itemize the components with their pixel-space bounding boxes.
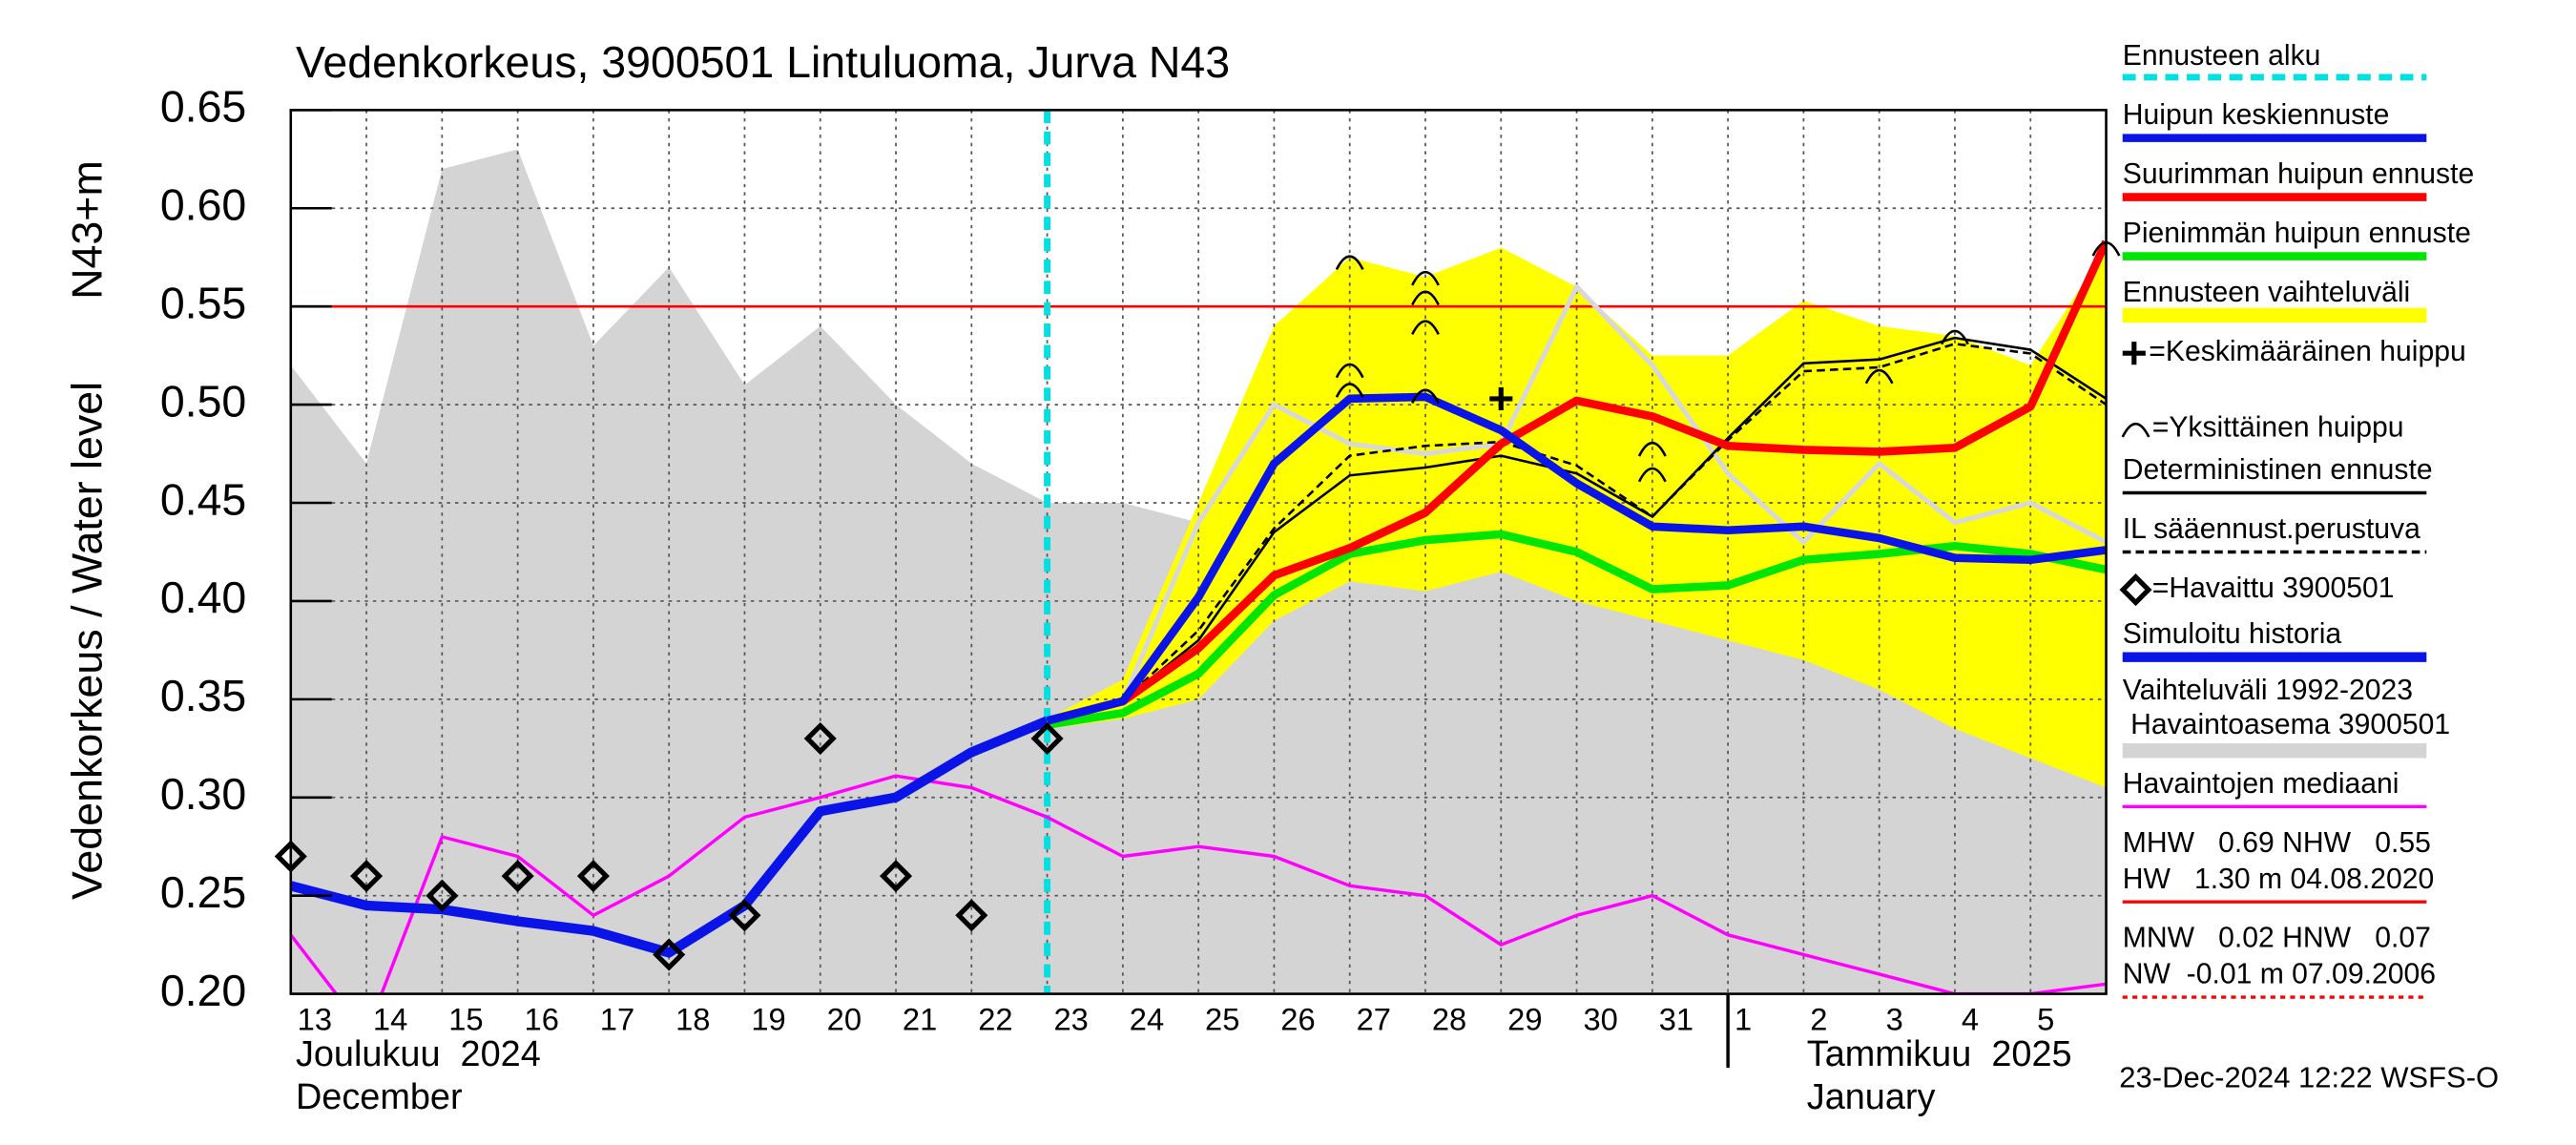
chart-title: Vedenkorkeus, 3900501 Lintuluoma, Jurva … [296,37,1230,87]
y-unit-label: N43+m [64,160,112,300]
legend-label: MNW 0.02 HNW 0.07 [2123,923,2431,954]
legend-label: =Havaittu 3900501 [2152,572,2395,604]
x-tick-label: 2 [1810,1002,1827,1037]
x-tick-label: 24 [1130,1002,1164,1037]
observed-marker [879,860,913,893]
x-tick-label: 22 [978,1002,1012,1037]
legend-label: Deterministinen ennuste [2123,454,2433,486]
month-label: Tammikuu 2025 [1807,1034,2072,1074]
legend-label: Suurimman huipun ennuste [2123,158,2474,190]
x-tick-label: 30 [1583,1002,1617,1037]
observed-marker [803,721,837,756]
observed-marker [426,879,459,912]
observed-marker [653,938,686,971]
peak-marker [1335,363,1364,379]
x-tick-label: 20 [827,1002,862,1037]
legend-label: IL sääennust.perustuva [2123,513,2420,545]
peak-marker [1411,388,1440,405]
x-tick-label: 19 [751,1002,785,1037]
peak-marker [1637,467,1667,483]
x-tick-label: 17 [600,1002,634,1037]
x-tick-label: 13 [298,1002,332,1037]
observed-marker [2119,573,2152,607]
peak-marker [1941,329,1969,345]
series-line [1046,239,2107,725]
legend-label: MHW 0.69 NHW 0.55 [2123,827,2431,859]
x-tick-label: 27 [1357,1002,1391,1037]
y-tick-label: 0.35 [160,671,246,720]
peak-marker [1411,270,1440,286]
legend-label: Ennusteen vaihteluväli [2123,277,2410,308]
observed-marker [576,860,610,893]
plot-frame [289,109,2108,995]
legend-label: Simuloitu historia [2123,618,2342,650]
footer: 23-Dec-2024 12:22 WSFS-O [2119,1060,2499,1093]
y-tick-label: 0.65 [160,82,246,132]
legend-label: Havaintoasema 3900501 [2123,709,2450,740]
x-tick-label: 26 [1280,1002,1315,1037]
y-tick-label: 0.55 [160,278,246,327]
series-line [1046,392,2107,725]
peak-marker [2121,422,2150,438]
observed-marker [728,899,761,932]
x-tick-label: 5 [2037,1002,2054,1037]
legend-label: NW -0.01 m 07.09.2006 [2123,959,2436,990]
month-label-en: January [1807,1077,1936,1117]
legend-label: Havaintojen mediaani [2123,768,2399,800]
series-line [290,716,1049,958]
y-tick-label: 0.60 [160,180,246,230]
y-tick-label: 0.40 [160,572,246,622]
series-line [1047,336,2107,722]
y-tick-label: 0.20 [160,966,246,1015]
y-tick-label: 0.25 [160,867,246,917]
observed-marker [350,860,384,893]
series-line [1047,343,2107,722]
legend-label: Ennusteen alku [2123,40,2321,72]
mean-peak-marker [2122,342,2146,365]
x-tick-label: 31 [1659,1002,1693,1037]
x-tick-label: 28 [1432,1002,1466,1037]
x-tick-label: 1 [1735,1002,1752,1037]
legend-label: HW 1.30 m 04.08.2020 [2123,864,2435,895]
x-tick-label: 15 [448,1002,483,1037]
observed-marker [501,860,534,893]
mean-peak-marker [1489,386,1513,410]
peak-marker [1335,383,1364,398]
x-tick-label: 21 [903,1002,937,1037]
x-tick-label: 4 [1962,1002,1979,1037]
y-tick-label: 0.50 [160,376,246,426]
x-tick-label: 3 [1886,1002,1903,1037]
legend-label: Vaihteluväli 1992-2023 [2123,675,2413,706]
plot-area [290,110,2107,994]
peak-marker [1411,320,1440,335]
series-line [1120,284,2107,702]
x-tick-label: 25 [1205,1002,1239,1037]
peak-marker [1335,255,1364,271]
month-label: Joulukuu 2024 [296,1034,541,1074]
peak-marker [1411,290,1440,306]
month-label-en: December [296,1077,463,1117]
overlay [274,109,2121,995]
x-tick-label: 29 [1507,1002,1542,1037]
observed-marker [955,899,988,932]
x-tick-label: 16 [525,1002,559,1037]
observed-marker [274,840,307,873]
legend-label: =Yksittäinen huippu [2152,411,2404,443]
x-tick-label: 23 [1053,1002,1088,1037]
legend-label: =Keskimääräinen huippu [2149,336,2465,367]
peak-marker [1637,441,1667,457]
legend-label: Pienimmän huipun ennuste [2123,218,2471,249]
x-tick-label: 14 [373,1002,407,1037]
forecast-range-band [1047,247,2107,788]
observed-marker [1030,721,1064,756]
y-tick-label: 0.30 [160,769,246,819]
x-tick-label: 18 [675,1002,710,1037]
peak-marker [1864,368,1894,385]
series-line [290,774,2107,994]
y-axis-label: Vedenkorkeus / Water level [64,382,112,900]
y-tick-label: 0.45 [160,474,246,524]
legend-label: Huipun keskiennuste [2123,99,2390,131]
